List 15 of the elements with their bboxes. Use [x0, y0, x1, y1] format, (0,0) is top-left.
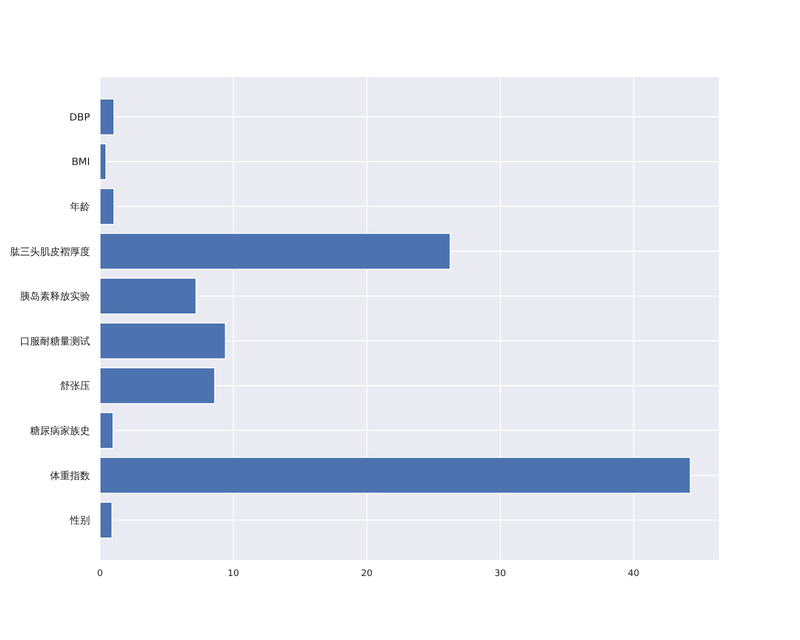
y-tick-label: 口服耐糖量测试: [20, 335, 90, 348]
x-tick-label: 30: [494, 569, 506, 579]
y-tick-label: 舒张压: [60, 380, 90, 392]
x-tick-label: 10: [228, 569, 240, 579]
y-tick-label: DBP: [69, 112, 90, 124]
y-tick-label: 肱三头肌皮褶厚度: [10, 246, 90, 258]
y-tick-label: 糖尿病家族史: [30, 425, 90, 438]
y-tick-label: 性别: [69, 514, 90, 527]
x-tick-label: 20: [361, 569, 373, 579]
y-tick-label: 体重指数: [50, 470, 90, 482]
y-tick-label: BMI: [72, 157, 90, 168]
x-tick-label: 40: [628, 569, 640, 579]
y-tick-label: 胰岛素释放实验: [20, 290, 90, 303]
y-tick-label: 年龄: [70, 200, 90, 213]
x-tick-label: 0: [97, 569, 104, 579]
